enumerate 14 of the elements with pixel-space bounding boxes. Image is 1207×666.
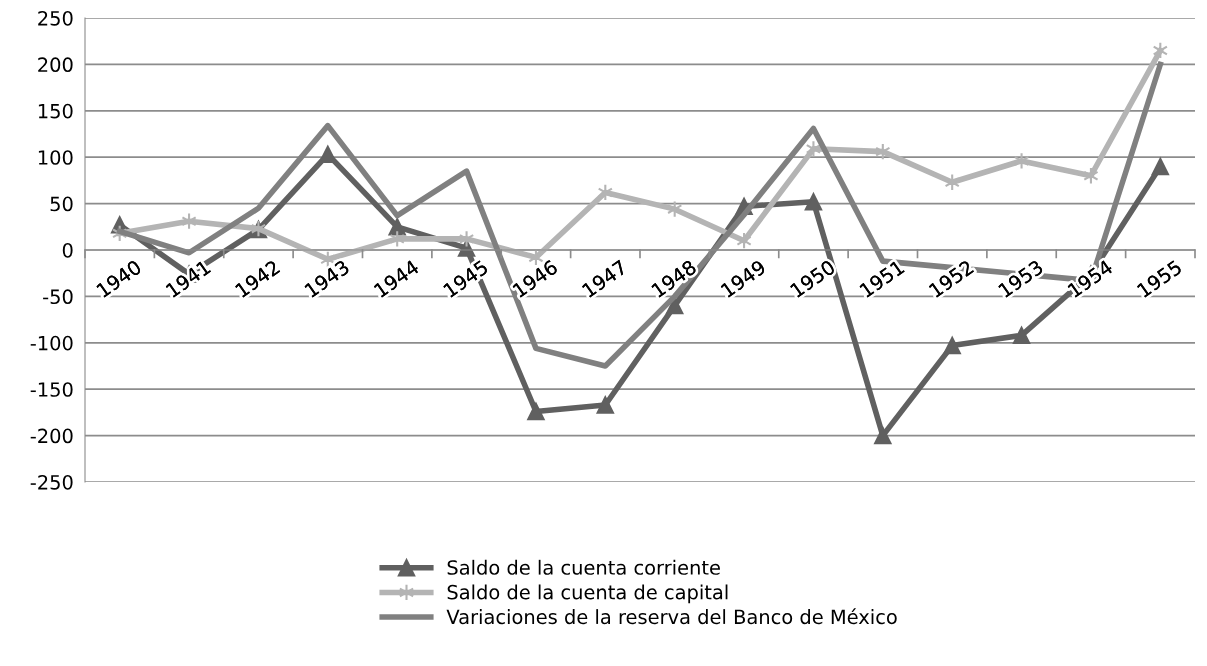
y-tick-label: -250 bbox=[30, 474, 73, 490]
y-tick-label: 0 bbox=[62, 242, 73, 258]
legend-label: Saldo de la cuenta de capital bbox=[447, 584, 728, 604]
y-tick-label: -100 bbox=[30, 335, 73, 351]
y-tick-label: -150 bbox=[30, 382, 73, 397]
y-tick-label: 100 bbox=[38, 150, 73, 165]
y-tick-label: -50 bbox=[43, 289, 73, 305]
y-tick-label: 200 bbox=[38, 57, 73, 73]
legend-label: Saldo de la cuenta corriente bbox=[447, 559, 720, 575]
y-tick-label: 150 bbox=[38, 103, 73, 119]
legend-label: Variaciones de la reserva del Banco de México bbox=[446, 608, 897, 625]
y-tick-label: 250 bbox=[38, 10, 73, 26]
y-tick-label: 50 bbox=[50, 196, 73, 212]
y-tick-label: -200 bbox=[30, 428, 73, 444]
